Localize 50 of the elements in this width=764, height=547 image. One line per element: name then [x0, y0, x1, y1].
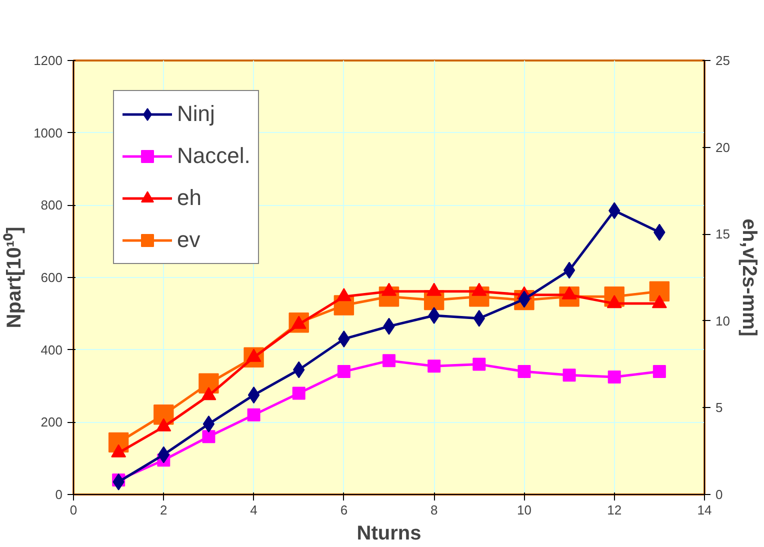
x-tick-label: 14: [697, 502, 712, 518]
point: [202, 415, 215, 432]
point: [247, 408, 260, 422]
x-tick-label: 12: [607, 502, 622, 518]
y-tick-label: 400: [40, 342, 63, 358]
y2-tick-label: 15: [716, 226, 730, 242]
y-tick-label: 1000: [34, 125, 62, 140]
y2-tick-label: 20: [716, 140, 730, 155]
legend-label: Ninj: [177, 101, 215, 127]
point: [652, 294, 667, 308]
y2-tick-label: 10: [716, 313, 730, 328]
point: [428, 360, 441, 373]
point: [248, 386, 260, 404]
point: [426, 282, 442, 296]
legend-label: eh: [177, 185, 202, 211]
y2-axis-title: eh,v[2s-mm]: [738, 218, 760, 336]
point: [202, 430, 216, 444]
x-tick-label: 2: [160, 502, 168, 518]
legend-label: ev: [177, 227, 200, 253]
point: [201, 386, 216, 400]
y-tick-label: 200: [40, 414, 63, 430]
y-axis-title: Npart[10¹⁰]: [2, 226, 26, 328]
point: [292, 386, 306, 400]
point: [518, 290, 530, 308]
x-tick-label: 0: [70, 502, 78, 518]
y-tick-label: 600: [40, 270, 63, 285]
point: [111, 444, 126, 458]
point: [382, 354, 396, 368]
x-tick-label: 4: [250, 502, 258, 518]
x-tick-label: 10: [516, 502, 532, 518]
legend-label: Naccel.: [177, 143, 250, 169]
point: [649, 281, 670, 302]
y-tick-label: 800: [40, 198, 63, 213]
point: [518, 365, 531, 378]
point: [652, 365, 666, 378]
y2-tick-label: 5: [716, 400, 723, 416]
point: [156, 418, 172, 432]
y2-tick-label: 0: [716, 487, 723, 502]
point: [563, 262, 576, 279]
y-tick-label: 1200: [34, 53, 62, 68]
point: [608, 370, 621, 384]
x-axis-title: Nturns: [356, 522, 422, 544]
y2-tick-label: 25: [716, 53, 730, 68]
y-tick-label: 0: [55, 487, 63, 502]
point: [336, 288, 352, 302]
point: [562, 368, 576, 382]
point: [337, 365, 350, 378]
x-tick-label: 6: [340, 502, 348, 518]
x-tick-label: 8: [430, 502, 438, 518]
point: [472, 358, 486, 371]
